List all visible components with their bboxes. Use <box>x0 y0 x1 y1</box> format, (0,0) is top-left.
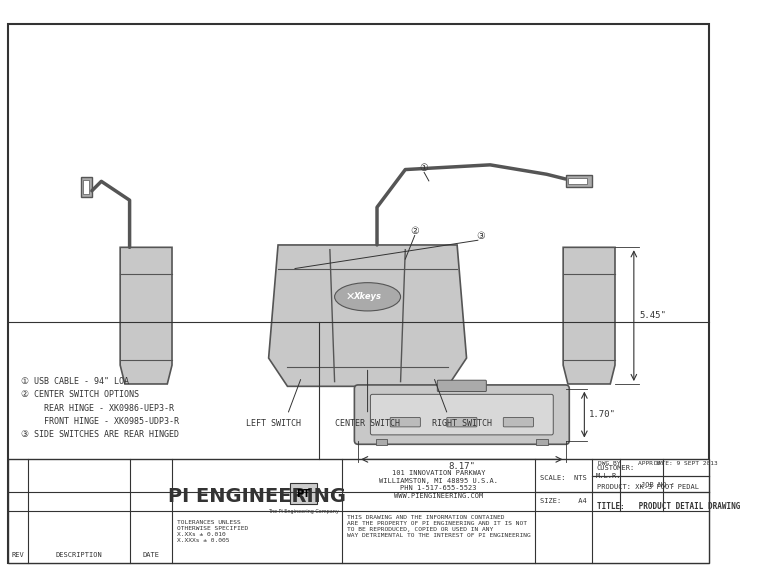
Text: DESCRIPTION: DESCRIPTION <box>55 552 103 558</box>
Text: SCALE:  NTS: SCALE: NTS <box>540 475 587 481</box>
Text: JOB NO.:: JOB NO.: <box>641 483 675 488</box>
FancyBboxPatch shape <box>447 417 477 427</box>
Text: 5.45": 5.45" <box>639 311 667 320</box>
Text: FRONT HINGE - XK0985-UDP3-R: FRONT HINGE - XK0985-UDP3-R <box>34 417 179 426</box>
Text: ③: ③ <box>21 430 29 439</box>
FancyBboxPatch shape <box>390 417 420 427</box>
Bar <box>81 177 92 197</box>
Polygon shape <box>120 247 172 384</box>
Text: 101 INNOVATION PARKWAY: 101 INNOVATION PARKWAY <box>392 470 486 476</box>
Text: SIDE SWITCHES ARE REAR HINGED: SIDE SWITCHES ARE REAR HINGED <box>34 430 179 439</box>
FancyBboxPatch shape <box>437 380 486 392</box>
Text: PI ENGINEERING: PI ENGINEERING <box>168 487 347 506</box>
Polygon shape <box>563 247 615 384</box>
Text: 1.70": 1.70" <box>589 410 616 419</box>
Bar <box>537 438 548 446</box>
Text: ③: ③ <box>477 231 485 241</box>
Text: WWW.PIENGINEERING.COM: WWW.PIENGINEERING.COM <box>394 492 483 499</box>
Text: 8.17": 8.17" <box>448 462 475 471</box>
Text: USB CABLE - 94" LOA: USB CABLE - 94" LOA <box>34 377 129 386</box>
Bar <box>8 459 709 562</box>
Text: DATE: DATE <box>143 552 160 558</box>
Text: ✕: ✕ <box>346 292 356 302</box>
Text: CUSTOMER:: CUSTOMER: <box>597 465 635 471</box>
Bar <box>568 178 587 184</box>
Text: SIZE:    A4: SIZE: A4 <box>540 498 587 504</box>
FancyBboxPatch shape <box>503 417 534 427</box>
Text: REAR HINGE - XK0986-UEP3-R: REAR HINGE - XK0986-UEP3-R <box>34 403 174 413</box>
Text: REV: REV <box>11 552 24 558</box>
Text: Xkeys: Xkeys <box>353 292 382 301</box>
Text: LEFT SWITCH: LEFT SWITCH <box>245 419 301 429</box>
FancyBboxPatch shape <box>370 394 553 435</box>
Text: PHN 1-517-655-5523: PHN 1-517-655-5523 <box>401 485 477 491</box>
Text: ①: ① <box>420 163 429 173</box>
Ellipse shape <box>334 283 401 311</box>
Text: TOLERANCES UNLESS
OTHERWISE SPECIFIED
X.XXs ± 0.010
X.XXXs ± 0.005: TOLERANCES UNLESS OTHERWISE SPECIFIED X.… <box>177 520 249 542</box>
Text: DATE: 9 SEPT 2013: DATE: 9 SEPT 2013 <box>654 461 718 466</box>
Text: DWG BY: DWG BY <box>597 461 620 466</box>
FancyBboxPatch shape <box>354 385 569 444</box>
Text: PT: PT <box>296 489 310 499</box>
Text: RIGHT SWITCH: RIGHT SWITCH <box>432 419 492 429</box>
Text: CENTER SWITCH OPTIONS: CENTER SWITCH OPTIONS <box>34 390 139 399</box>
Text: PRODUCT: XK-3 FOOT PEDAL: PRODUCT: XK-3 FOOT PEDAL <box>597 484 698 490</box>
Text: ②: ② <box>21 390 29 399</box>
Text: CENTER SWITCH: CENTER SWITCH <box>335 419 400 429</box>
Bar <box>376 438 388 446</box>
Text: TITLE:   PRODUCT DETAIL DRAWING: TITLE: PRODUCT DETAIL DRAWING <box>597 501 740 511</box>
Text: ①: ① <box>21 377 29 386</box>
Bar <box>565 175 592 187</box>
Text: THIS DRAWING AND THE INFORMATION CONTAINED
ARE THE PROPERTY OF PI ENGINEERING AN: THIS DRAWING AND THE INFORMATION CONTAIN… <box>347 515 530 538</box>
Text: M.L.R.: M.L.R. <box>596 473 622 479</box>
Bar <box>290 484 317 504</box>
Text: WILLIAMSTON, MI 48895 U.S.A.: WILLIAMSTON, MI 48895 U.S.A. <box>379 478 499 484</box>
Text: APPR BY: APPR BY <box>638 461 664 466</box>
Bar <box>84 180 89 194</box>
Text: The Pi Engineering Company: The Pi Engineering Company <box>268 509 339 514</box>
Text: ②: ② <box>410 226 419 236</box>
Polygon shape <box>268 245 467 386</box>
